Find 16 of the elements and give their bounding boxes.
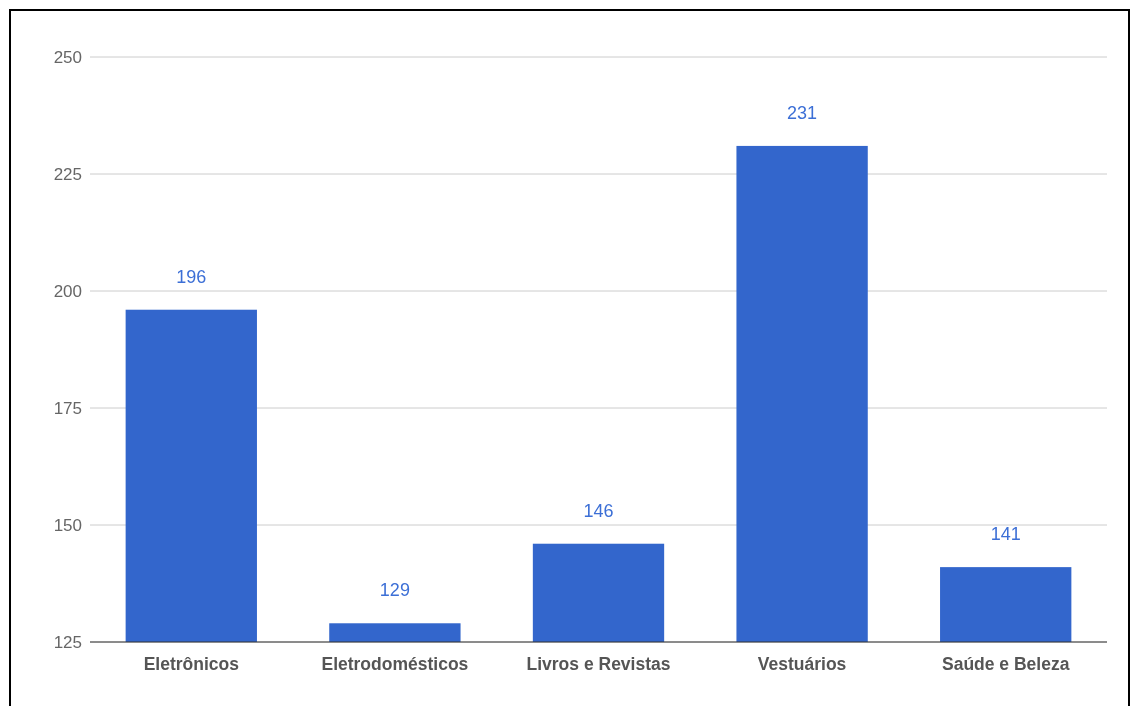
data-label: 196: [176, 266, 207, 287]
x-tick-label: Eletrodomésticos: [321, 654, 469, 674]
y-tick-label: 200: [53, 281, 82, 301]
y-tick-label: 150: [53, 515, 82, 535]
data-label: 141: [990, 524, 1021, 545]
y-tick-label: 125: [53, 632, 82, 652]
x-tick-label: Vestuários: [757, 654, 847, 674]
x-tick-label: Eletrônicos: [143, 654, 240, 674]
data-label: 129: [379, 580, 410, 601]
x-tick-label: Livros e Revistas: [526, 654, 671, 674]
data-label: 231: [787, 102, 818, 123]
y-tick-label: 175: [53, 398, 82, 418]
y-tick-label: 225: [53, 164, 82, 184]
y-tick-label: 250: [53, 47, 82, 67]
x-tick-label: Saúde e Beleza: [942, 654, 1070, 674]
data-label: 146: [583, 500, 614, 521]
